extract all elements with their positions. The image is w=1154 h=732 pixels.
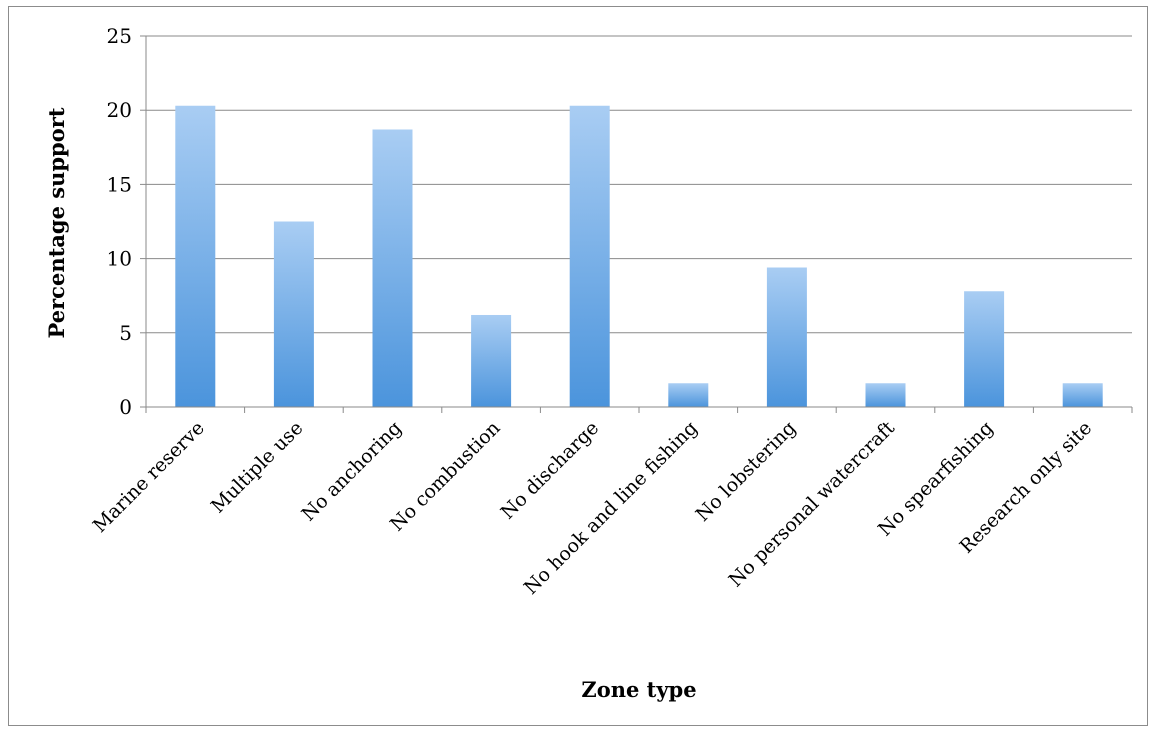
bars	[175, 105, 1103, 408]
bar	[865, 383, 906, 407]
x-tick-label: No lobstering	[692, 417, 801, 526]
y-axis-title: Percentage support	[44, 107, 69, 338]
bar	[175, 105, 216, 408]
x-tick-label: No hook and line fishing	[520, 417, 702, 599]
y-tick-label: 15	[107, 172, 132, 196]
chart-frame: 0 5 10 15 20 25 Marine reserve Multiple use No …	[8, 6, 1148, 726]
bar	[766, 267, 807, 407]
bar	[471, 314, 512, 407]
bar	[273, 221, 314, 407]
bar	[1062, 383, 1103, 407]
bar	[668, 383, 709, 407]
bar	[569, 105, 610, 408]
x-tick-label: No combustion	[386, 417, 505, 536]
axes	[145, 36, 1133, 413]
x-tick-label: Marine reserve	[89, 417, 209, 537]
x-axis-title: Zone type	[581, 677, 696, 702]
y-tick-label: 20	[107, 98, 132, 122]
bar	[372, 129, 413, 407]
y-tick-label: 25	[107, 24, 132, 48]
x-tick-label: Multiple use	[207, 417, 308, 518]
bar	[964, 291, 1005, 407]
x-tick-label: No personal watercraft	[725, 417, 900, 592]
x-tick-label: No discharge	[497, 417, 604, 524]
y-tick-label: 5	[119, 321, 132, 345]
y-tick-labels: 0 5 10 15 20 25	[107, 24, 132, 419]
y-tick-label: 10	[107, 247, 132, 271]
x-tick-label: No anchoring	[297, 417, 406, 526]
y-tick-label: 0	[119, 395, 132, 419]
